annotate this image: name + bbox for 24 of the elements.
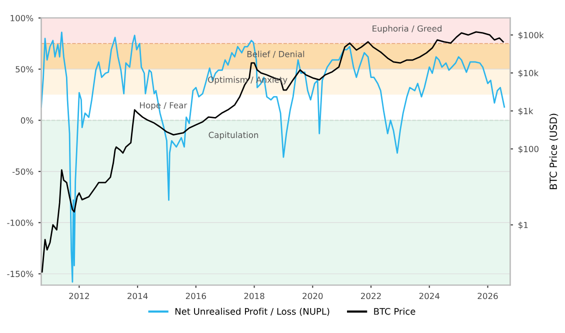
y-tick-label: 100% (10, 14, 34, 22)
x-tick-label: 2012 (69, 292, 89, 300)
x-tick-label: 2026 (478, 292, 498, 300)
y2-tick-label: $100 (518, 146, 538, 154)
y-tick-label: -50% (12, 168, 34, 175)
y-tick-label: -150% (7, 270, 34, 278)
band-label: Euphoria / Greed (372, 25, 442, 34)
x-tick-label: 2022 (361, 292, 381, 300)
y2-tick-label: $1k (518, 108, 534, 116)
legend-label: BTC Price (374, 308, 416, 315)
band-label: Capitulation (208, 132, 258, 140)
y2-tick-label: $10k (518, 70, 539, 78)
x-tick-label: 2014 (128, 292, 148, 300)
y-tick-label: 0% (20, 117, 34, 124)
x-tick-label: 2016 (186, 292, 206, 300)
y-tick-label: -100% (7, 220, 34, 226)
legend-label: Net Unrealised Profit / Loss (NUPL) (175, 308, 330, 316)
y2-axis-title: BTC Price (USD) (549, 114, 558, 190)
x-tick-label: 2020 (302, 292, 323, 300)
y2-tick-label: $1 (518, 222, 528, 230)
x-tick-label: 2018 (244, 292, 264, 300)
x-tick-label: 2024 (419, 292, 440, 300)
y2-tick-label: $100k (518, 32, 544, 40)
y-tick-label: 50% (16, 66, 34, 72)
